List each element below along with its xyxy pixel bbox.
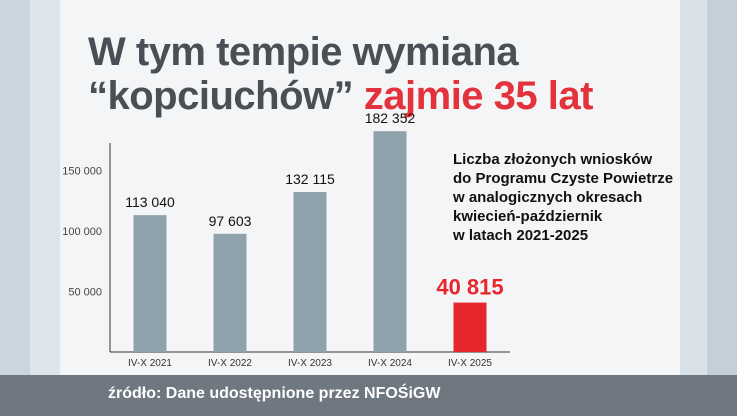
x-tick-label: IV-X 2024 — [368, 358, 412, 369]
background-stripe — [0, 0, 30, 375]
description-line: w latach 2021-2025 — [453, 227, 589, 244]
description-line: Liczba złożonych wniosków — [453, 151, 653, 168]
bar-value-label: 40 815 — [436, 275, 503, 300]
x-tick-label: IV-X 2022 — [208, 358, 252, 369]
headline: W tym tempie wymiana “kopciuchów” zajmie… — [88, 30, 593, 118]
bar-value-label: 97 603 — [209, 213, 252, 229]
headline-line-2: “kopciuchów” — [88, 74, 354, 118]
headline-line-1: W tym tempie wymiana — [88, 30, 519, 74]
y-tick-label: 50 000 — [68, 286, 102, 298]
chart-description: Liczba złożonych wniosków do Programu Cz… — [453, 150, 723, 245]
description-line: do Programu Czyste Powietrze — [453, 170, 674, 187]
footer-bar: źródło: Dane udostępnione przez NFOŚiGW — [0, 375, 737, 416]
bar-value-label: 182 352 — [365, 110, 416, 126]
source-note: źródło: Dane udostępnione przez NFOŚiGW — [108, 385, 441, 402]
bar-value-label: 132 115 — [285, 171, 335, 187]
headline-accent: zajmie 35 lat — [363, 74, 594, 118]
bar — [453, 302, 487, 352]
bar — [293, 192, 327, 352]
y-tick-label: 100 000 — [62, 226, 102, 238]
y-tick-label: 150 000 — [62, 165, 102, 177]
description-line: kwiecień-październik — [453, 208, 603, 225]
background-stripe — [707, 0, 737, 375]
bar — [373, 131, 407, 352]
bar — [133, 215, 167, 352]
bar-chart: 50 000 100 000 150 000 113 040 IV-X 2021 97 6… — [62, 110, 510, 369]
x-tick-label: IV-X 2025 — [448, 358, 492, 369]
bar-value-label: 113 040 — [125, 194, 175, 210]
x-tick-label: IV-X 2023 — [288, 358, 332, 369]
description-line: w analogicznych okresach — [453, 189, 643, 206]
bar — [213, 233, 247, 352]
x-tick-label: IV-X 2021 — [128, 358, 172, 369]
